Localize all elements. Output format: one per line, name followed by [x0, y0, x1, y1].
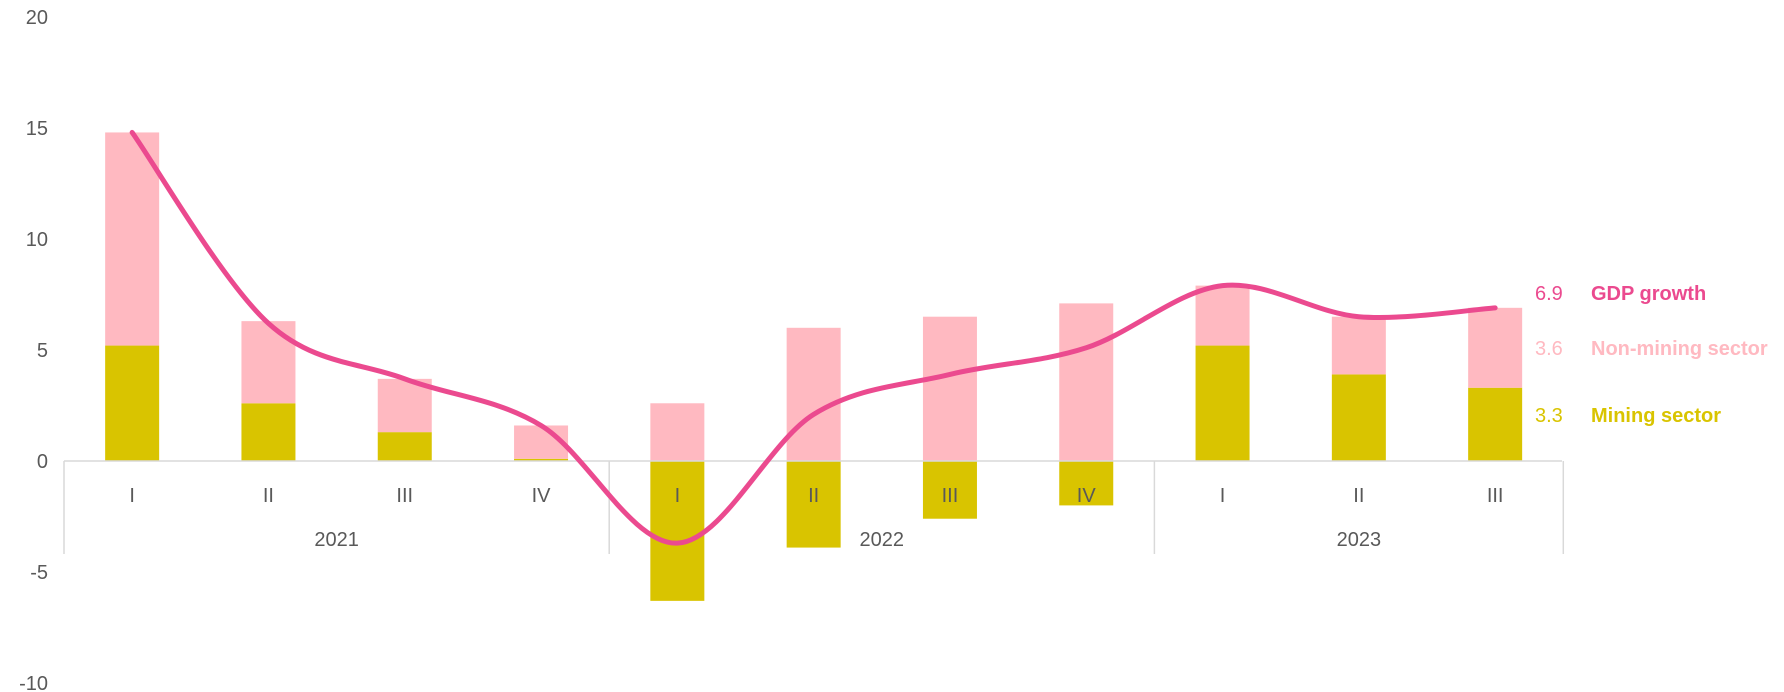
- category-label: II: [1353, 485, 1364, 507]
- bar-non-mining-sector: [1468, 307, 1523, 388]
- bar-mining-sector: [922, 461, 977, 519]
- bar-mining-sector: [1059, 461, 1114, 506]
- y-tick-label: 0: [37, 451, 48, 473]
- end-labels: 6.9 GDP growth 3.6 Non-mining sector 3.3 Mini…: [1535, 283, 1768, 427]
- bar-mining-sector: [1331, 374, 1386, 461]
- bar-non-mining-sector: [1059, 303, 1114, 461]
- end-label-series-name: Non-mining sector: [1591, 338, 1768, 360]
- bar-mining-sector: [514, 458, 569, 461]
- category-label: IV: [532, 485, 552, 507]
- end-label-value: 3.6: [1535, 338, 1563, 360]
- bar-mining-sector: [650, 461, 705, 601]
- bar-mining-sector: [786, 461, 841, 548]
- bar-mining-sector: [377, 432, 432, 461]
- y-tick-label: 20: [26, 7, 48, 29]
- bar-mining-sector: [105, 345, 160, 461]
- bar-non-mining-sector: [1195, 285, 1250, 346]
- category-label: I: [129, 485, 135, 507]
- bar-non-mining-sector: [241, 321, 296, 404]
- end-label-value: 6.9: [1535, 283, 1563, 305]
- y-axis: -10 -5 0 5 10 15 20: [19, 7, 48, 692]
- category-label: II: [263, 485, 274, 507]
- y-tick-label: -10: [19, 673, 48, 692]
- category-label: IV: [1077, 485, 1097, 507]
- y-tick-label: 15: [26, 118, 48, 140]
- end-label-value: 3.3: [1535, 405, 1563, 427]
- bar-non-mining-sector: [377, 378, 432, 433]
- bar-mining-sector: [1468, 387, 1523, 461]
- y-tick-label: -5: [30, 562, 48, 584]
- category-label: III: [396, 485, 413, 507]
- year-label: 2021: [314, 529, 359, 551]
- category-label: I: [675, 485, 681, 507]
- bar-non-mining-sector: [1331, 316, 1386, 375]
- bar-mining-sector: [241, 403, 296, 461]
- category-label: II: [808, 485, 819, 507]
- bar-mining-sector: [1195, 345, 1250, 461]
- bar-non-mining-sector: [922, 316, 977, 461]
- category-label: I: [1220, 485, 1226, 507]
- category-label: III: [942, 485, 959, 507]
- bar-non-mining-sector: [786, 327, 841, 461]
- y-tick-label: 10: [26, 229, 48, 251]
- end-label-series-name: Mining sector: [1591, 405, 1721, 427]
- year-label: 2023: [1337, 529, 1382, 551]
- bar-non-mining-sector: [650, 403, 705, 461]
- line-gdp-growth: [129, 129, 1498, 546]
- bar-non-mining-sector: [105, 132, 160, 346]
- end-label-series-name: GDP growth: [1591, 283, 1706, 305]
- category-label: III: [1487, 485, 1504, 507]
- y-tick-label: 5: [37, 340, 48, 362]
- year-label: 2022: [860, 529, 905, 551]
- line-layer: [129, 129, 1498, 546]
